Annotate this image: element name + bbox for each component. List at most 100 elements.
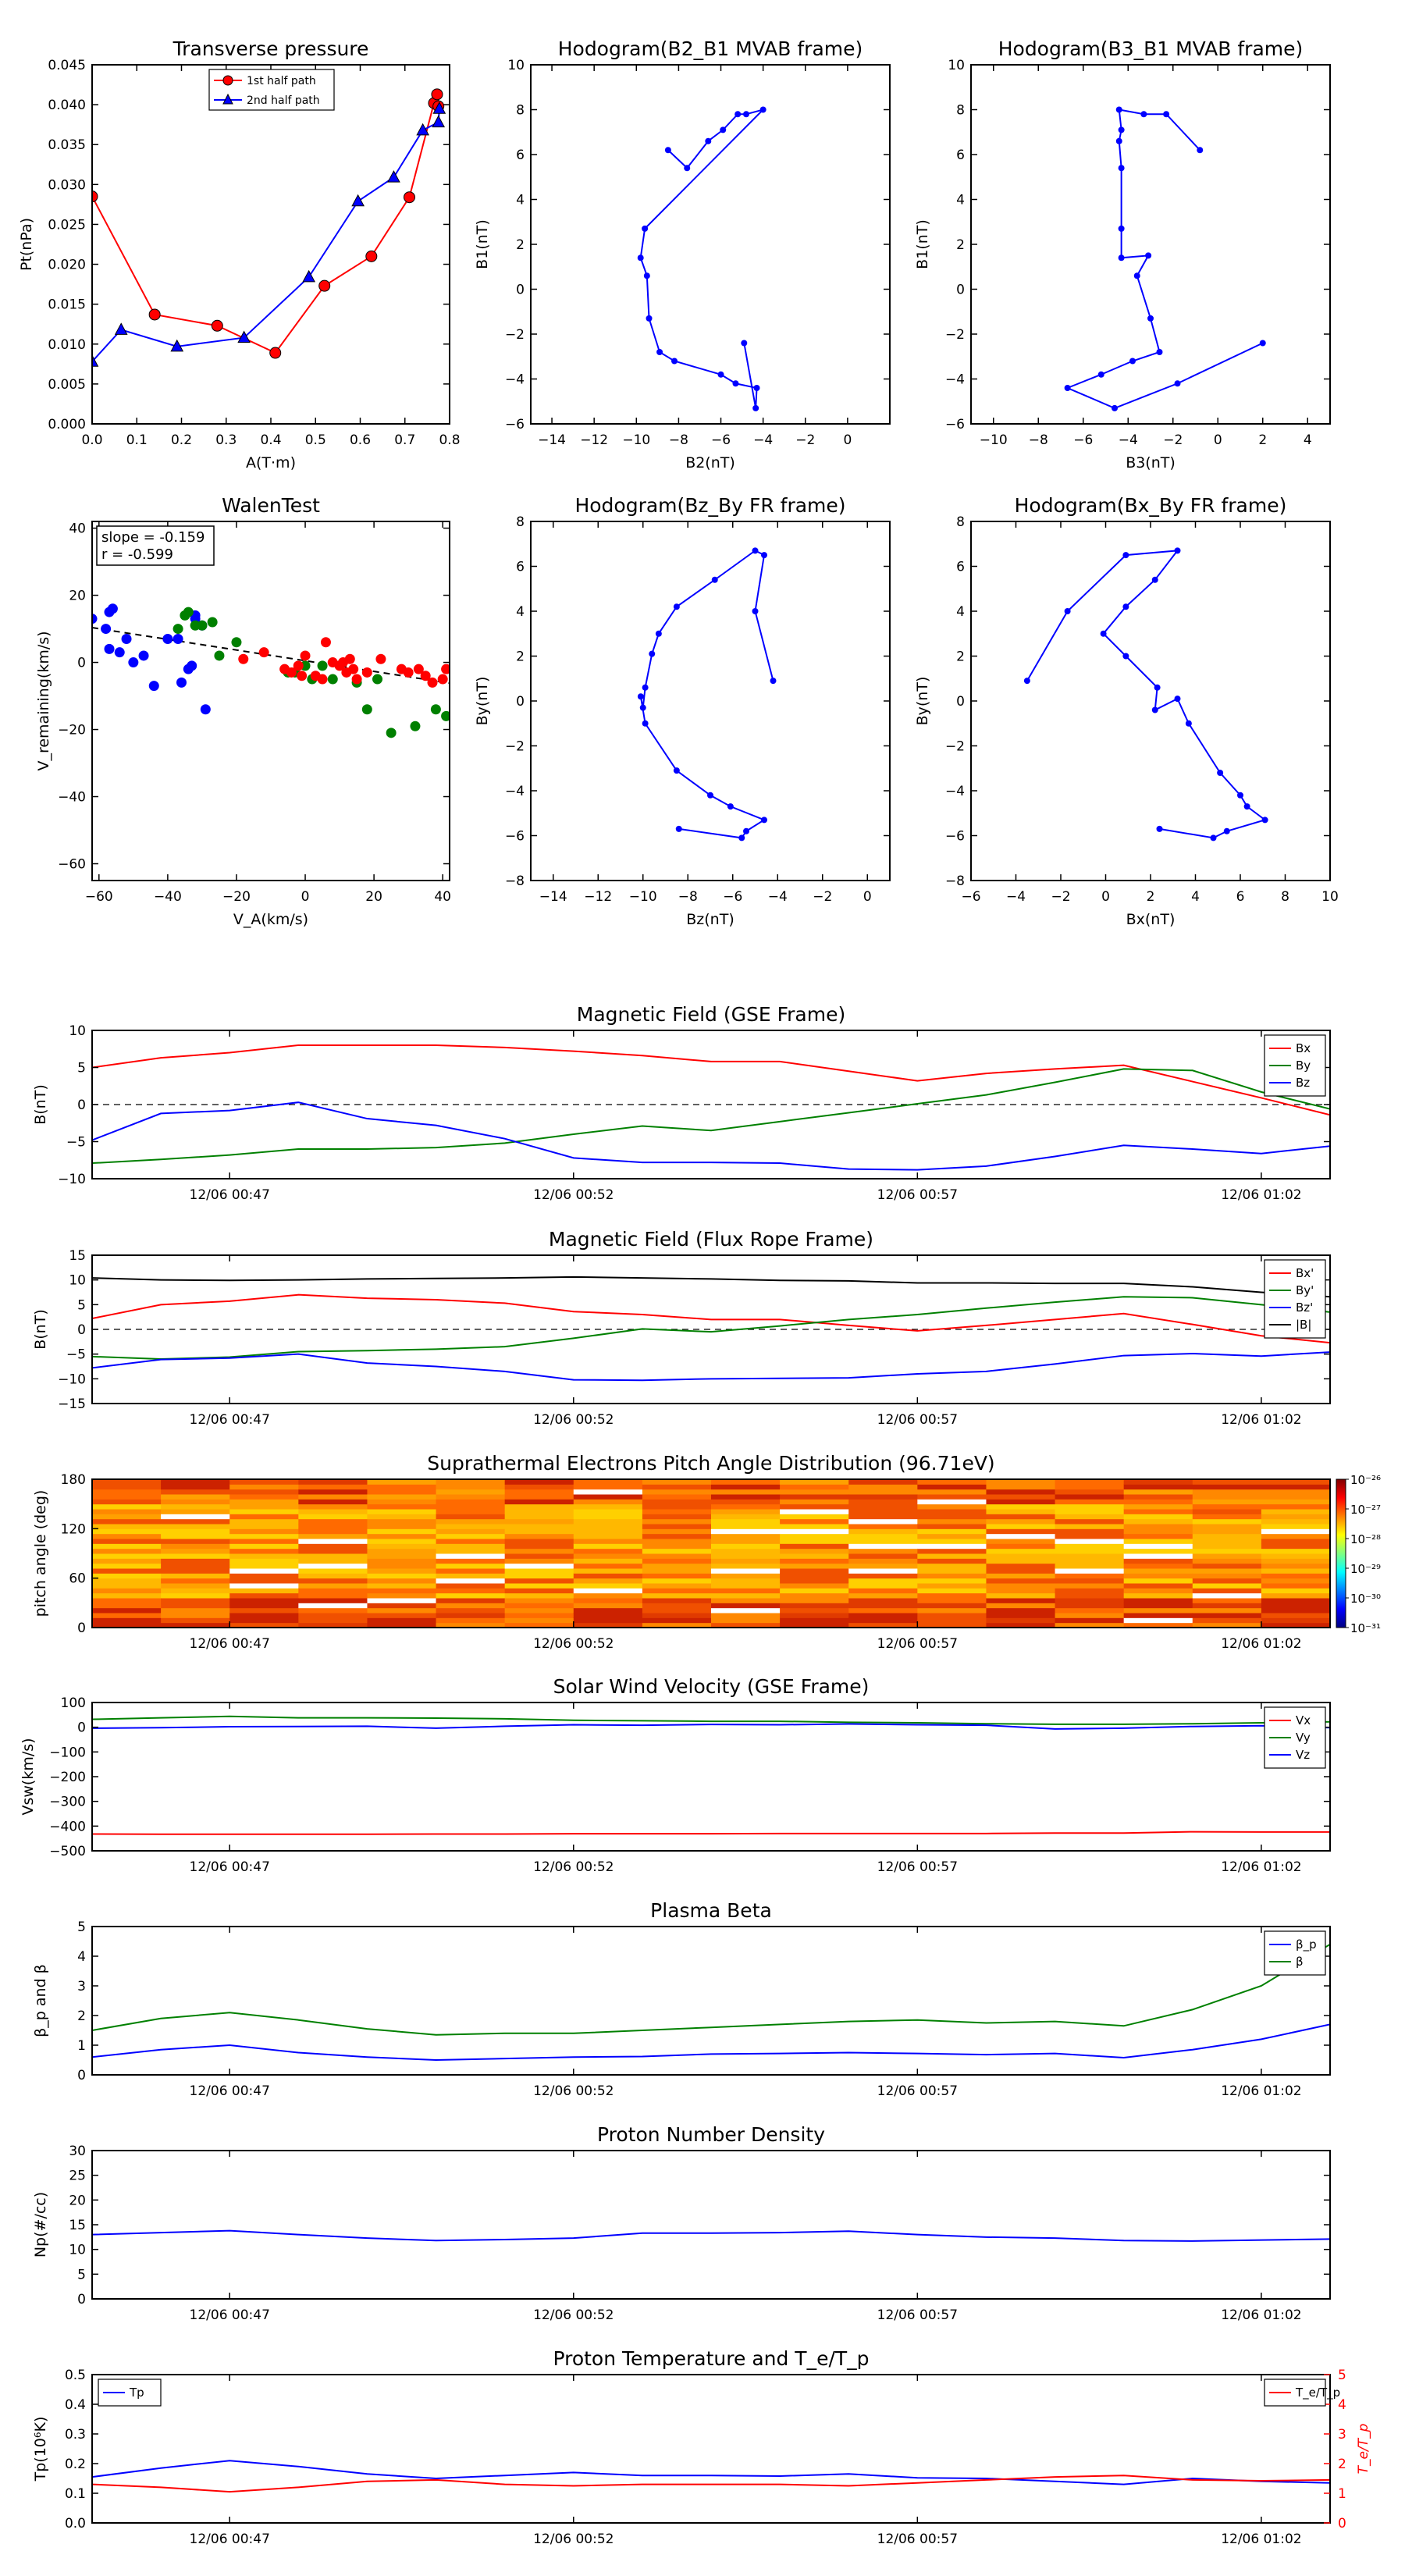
chart-pad-cell (229, 1548, 299, 1554)
chart-walen-point (386, 728, 397, 738)
chart-pad-cell (229, 1543, 299, 1550)
chart-hB2B1-point (753, 385, 760, 391)
chart-hB2B1-xtick-label: −12 (580, 432, 608, 448)
chart-pad-cell (848, 1524, 918, 1529)
chart-bgse-ytick-label: −10 (58, 1172, 86, 1187)
chart-pad-cell (711, 1603, 781, 1609)
chart-pad-cell (848, 1518, 918, 1525)
chart-walen-xtick-label: −40 (154, 889, 182, 905)
chart-hBxBy-point (1261, 817, 1268, 824)
chart-hB2B1-point (720, 126, 727, 133)
chart-pad-cell (917, 1528, 987, 1535)
chart-pad-cell (642, 1592, 712, 1599)
chart-hB3B1-ytick-label: 6 (956, 148, 965, 163)
chart-walen-point (107, 603, 118, 614)
chart-pad-cell (917, 1588, 987, 1594)
chart-walen-ytick-label: −20 (58, 723, 86, 738)
chart-pad-cell (504, 1588, 574, 1594)
chart-walen-point (258, 647, 269, 658)
chart-pad-cell (986, 1514, 1056, 1520)
chart-pad-cell (298, 1484, 368, 1490)
chart-pad-cell (848, 1509, 918, 1514)
chart-bgse-ytick-label: 10 (69, 1023, 86, 1039)
chart-pad-cell (848, 1563, 918, 1569)
chart-hBzBy-xtick-label: −10 (629, 889, 657, 905)
chart-bgse-xtick-label: 12/06 01:02 (1221, 1187, 1301, 1203)
chart-pad-ytick-label: 0 (77, 1621, 86, 1636)
chart-walen-point (183, 607, 194, 617)
chart-pt-ytick-label: 0.020 (48, 258, 86, 273)
chart-pad-cell (298, 1563, 368, 1569)
chart-pad-cell (92, 1524, 162, 1529)
chart-vsw-xtick-label: 12/06 01:02 (1221, 1859, 1301, 1875)
chart-hBzBy-point (673, 767, 680, 774)
chart-beta-legend-label: β_p (1296, 1937, 1317, 1952)
chart-pad-cell (436, 1548, 506, 1554)
chart-pad-cell (161, 1494, 230, 1500)
chart-pad-cell (917, 1509, 987, 1514)
chart-pad-cell (986, 1484, 1056, 1490)
chart-walen-point (327, 674, 338, 685)
chart-pad-cell (298, 1509, 368, 1514)
chart-beta-legend: β_p β (1264, 1930, 1326, 1976)
chart-hBxBy-ylabel: By(nT) (914, 677, 931, 726)
chart-pad-cell (711, 1503, 781, 1510)
chart-pad-cell (1055, 1573, 1125, 1579)
chart-walen-point (372, 674, 383, 685)
chart-walen-point (197, 620, 208, 631)
chart-pad-cell (298, 1603, 368, 1609)
chart-pad-cell (92, 1489, 162, 1495)
chart-vsw-legend-label: Vz (1296, 1748, 1310, 1762)
chart-pad-cell (504, 1583, 574, 1589)
chart-pt-ytick-label: 0.005 (48, 377, 86, 393)
chart-pad-cell (573, 1518, 643, 1525)
chart-pad-cell (1261, 1592, 1331, 1599)
chart-bfr-series-line (92, 1296, 1330, 1361)
chart-pad-cell (917, 1617, 987, 1624)
chart-pad-cell (917, 1503, 987, 1510)
chart-pad-cell (848, 1578, 918, 1584)
chart-hB3B1-point (1147, 315, 1154, 322)
chart-pad-cell (848, 1568, 918, 1574)
chart-pad-cell (848, 1613, 918, 1618)
chart-pad-cell (504, 1598, 574, 1603)
chart-hB3B1-ytick-label: 2 (956, 237, 965, 253)
chart-pad-cell (298, 1489, 368, 1495)
chart-walen-title: WalenTest (222, 494, 320, 517)
chart-hB2B1-ytick-label: −4 (505, 372, 525, 388)
chart-pt-point (432, 101, 446, 114)
chart-bfr-legend-label: Bx' (1296, 1266, 1314, 1280)
chart-pad-cell (1192, 1613, 1262, 1618)
chart-hBzBy-ytick-label: 6 (516, 560, 525, 575)
chart-pad-cell (780, 1528, 849, 1535)
chart-bgse-legend-label: By (1296, 1059, 1311, 1073)
chart-pad-cell (711, 1543, 781, 1550)
chart-pt-point (431, 88, 443, 101)
chart-pad-cell (917, 1489, 987, 1495)
chart-pad-cell (642, 1518, 712, 1525)
chart-walen-ytick-label: −60 (58, 857, 86, 873)
chart-bfr-series-line (92, 1293, 1330, 1344)
chart-pad-cell (1192, 1548, 1262, 1554)
chart-pad-cell (1192, 1499, 1262, 1505)
chart-pad-cell (917, 1613, 987, 1618)
chart-pad-cell (848, 1598, 918, 1603)
chart-hB2B1-point (717, 371, 724, 378)
chart-tp-xtick-label: 12/06 01:02 (1221, 2532, 1301, 2547)
chart-hBzBy-ytick-label: 2 (516, 649, 525, 665)
chart-hBzBy-point (761, 552, 767, 559)
chart-hB2B1-point (646, 315, 653, 322)
chart-pad-cell (367, 1603, 437, 1609)
chart-pad-cell (711, 1533, 781, 1539)
chart-pad-cell (642, 1548, 712, 1554)
chart-pad-cell (642, 1563, 712, 1569)
chart-pad-cell (92, 1518, 162, 1525)
chart-pad-cell (1261, 1524, 1331, 1529)
chart-hB2B1-ylabel: B1(nT) (474, 219, 491, 269)
chart-pad-cell (161, 1514, 230, 1520)
chart-pad-cell (298, 1588, 368, 1594)
chart-pad-cell (367, 1479, 437, 1485)
chart-hBzBy-ytick-label: −2 (505, 739, 525, 755)
chart-pad-cell (229, 1539, 299, 1544)
chart-pad-cell (92, 1578, 162, 1584)
